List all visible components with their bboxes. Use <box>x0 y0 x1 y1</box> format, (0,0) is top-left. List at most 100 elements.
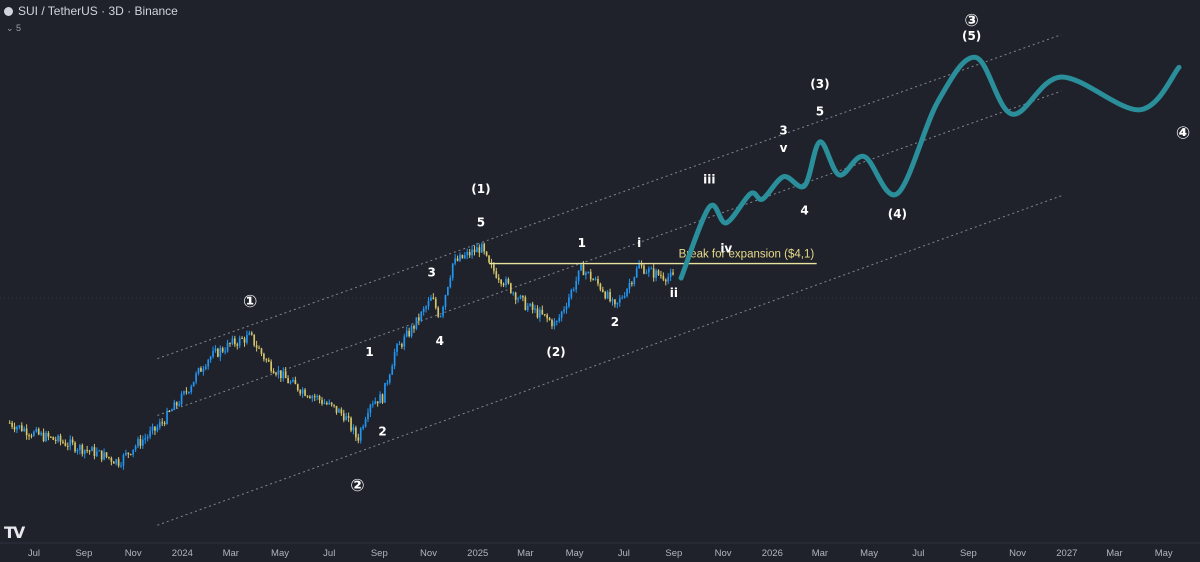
candle-body <box>425 306 427 309</box>
axis-tick-label: Sep <box>371 548 388 559</box>
wave-label: 2 <box>611 315 619 329</box>
candle-body <box>420 311 423 321</box>
candle-body <box>410 325 413 337</box>
candle-body <box>185 391 188 393</box>
symbol-title: SUI / TetherUS · 3D · Binance <box>18 4 178 18</box>
breakout-line-group: Break for expansion ($4,1) <box>489 249 817 265</box>
candle-body <box>289 381 292 384</box>
candle-body <box>301 389 304 394</box>
candle-body <box>476 247 478 253</box>
candle-body <box>434 298 437 308</box>
axis-tick-label: Jul <box>912 548 924 559</box>
wave-label: iv <box>720 242 732 256</box>
candle-body <box>151 426 154 431</box>
candle-body <box>214 348 217 351</box>
candle-body <box>655 270 657 278</box>
candle-body <box>294 379 297 385</box>
candle-body <box>23 428 26 432</box>
candle-body <box>563 309 565 312</box>
candle-body <box>352 427 355 431</box>
indicator-count: 5 <box>16 23 22 33</box>
axis-tick-label: 2026 <box>762 548 783 559</box>
candle-body <box>279 370 282 379</box>
candle-body <box>323 402 326 404</box>
candle-body <box>328 402 331 405</box>
indicator-row[interactable]: ⌄ 5 <box>6 23 21 34</box>
candle-body <box>175 402 178 406</box>
candle-body <box>282 371 285 379</box>
candle-body <box>233 338 236 345</box>
symbol-logo-icon <box>4 6 13 16</box>
candle-body <box>381 394 384 403</box>
candle-body <box>40 432 43 435</box>
candle-body <box>512 292 515 294</box>
candle-body <box>650 268 653 270</box>
candle-body <box>575 280 578 290</box>
candle-body <box>514 292 517 300</box>
candle-body <box>154 426 156 431</box>
candle-body <box>449 277 452 287</box>
candle-body <box>248 332 251 335</box>
candle-body <box>454 258 456 264</box>
candle-body <box>241 337 243 339</box>
wave-label: i <box>637 236 641 250</box>
candle-body <box>270 361 272 372</box>
candle-body <box>59 435 62 442</box>
candle-body <box>517 298 519 300</box>
candle-body <box>255 345 258 348</box>
time-axis: Jul Sep Nov 2024 Mar May Jul Sep Nov 2025 Mar May Ju… <box>28 548 1173 559</box>
candle-body <box>621 297 624 299</box>
candle-body <box>158 422 161 428</box>
candle-body <box>541 309 544 315</box>
candle-body <box>611 299 614 302</box>
candle-body <box>347 416 350 418</box>
candle-body <box>570 289 573 298</box>
candle-body <box>25 428 28 436</box>
candle-body <box>623 296 626 298</box>
candle-body <box>161 422 164 424</box>
candle-body <box>30 435 33 437</box>
candle-body <box>408 330 410 337</box>
candle-body <box>171 409 173 412</box>
wave-label: (4) <box>888 207 907 221</box>
candle-body <box>439 316 442 318</box>
candle-body <box>129 454 132 456</box>
candle-body <box>430 297 432 301</box>
wave-label: 3 <box>428 265 436 279</box>
candle-body <box>529 303 532 306</box>
candle-body <box>221 348 224 352</box>
candle-body <box>134 446 137 450</box>
grid <box>0 297 1200 544</box>
candle-body <box>427 300 430 307</box>
wave-label: (2) <box>546 345 565 359</box>
axis-tick-label: 2025 <box>467 548 488 559</box>
candle-body <box>367 412 369 420</box>
candle-body <box>146 436 149 439</box>
candle-body <box>415 317 418 329</box>
wave-label: v <box>780 141 788 155</box>
candle-body <box>555 320 558 322</box>
axis-tick-label: Mar <box>517 548 533 559</box>
candle-body <box>47 432 50 437</box>
candle-body <box>33 431 35 436</box>
candle-body <box>597 278 599 284</box>
candle-body <box>669 272 672 277</box>
symbol-header[interactable]: SUI / TetherUS · 3D · Binance <box>4 4 178 18</box>
candle-body <box>318 396 321 400</box>
candle-body <box>485 251 488 256</box>
candle-body <box>652 268 655 278</box>
candle-body <box>108 456 110 458</box>
candle-body <box>57 435 59 441</box>
chevron-down-icon[interactable]: ⌄ <box>6 23 17 33</box>
candle-body <box>376 401 379 404</box>
candle-body <box>132 449 135 455</box>
candle-body <box>250 332 253 335</box>
candle-body <box>204 366 207 370</box>
candle-body <box>76 450 79 452</box>
candle-body <box>638 264 640 269</box>
candle-body <box>8 422 11 424</box>
candle-body <box>601 289 604 292</box>
candle-body <box>103 452 105 460</box>
axis-tick-label: Mar <box>1106 548 1122 559</box>
